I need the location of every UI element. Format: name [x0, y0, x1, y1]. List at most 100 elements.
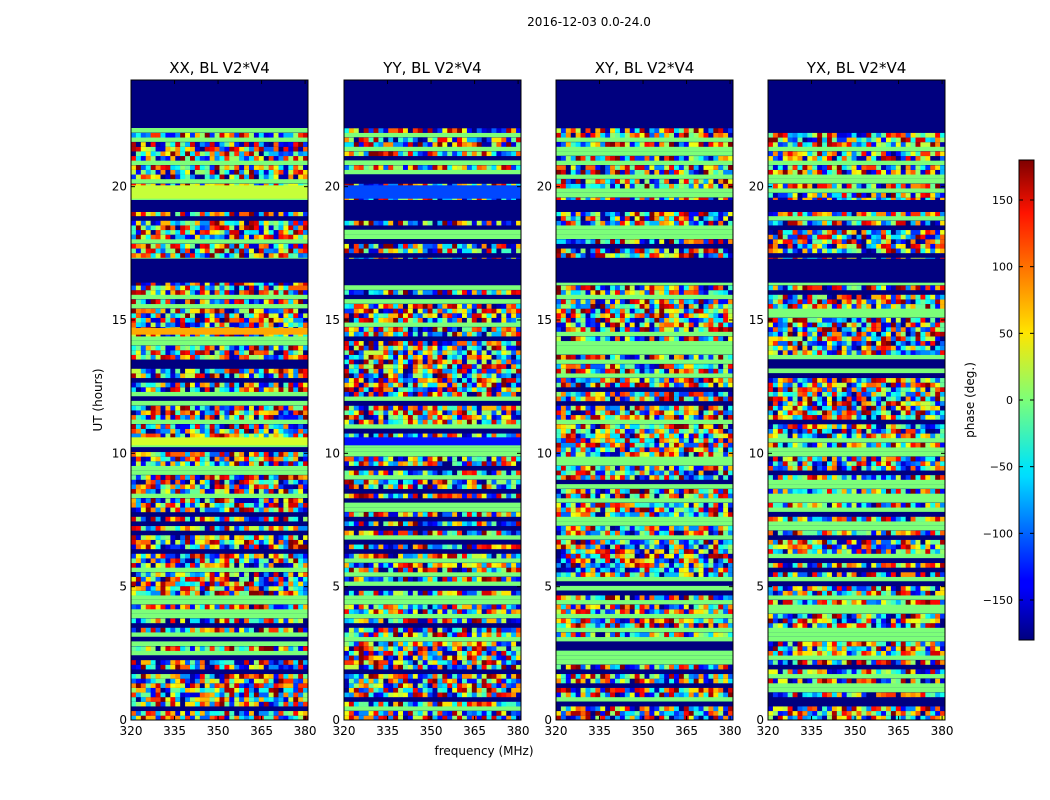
phase-cell — [160, 405, 166, 411]
phase-cell — [278, 220, 284, 226]
phase-cell — [253, 234, 260, 240]
phase-cell — [175, 604, 181, 610]
phase-cell — [199, 507, 206, 513]
phase-cell — [253, 678, 260, 684]
phase-cell — [273, 433, 279, 439]
phase-cell — [135, 225, 142, 231]
phase-cell — [298, 248, 304, 254]
phase-cell — [516, 479, 522, 485]
phase-cell — [214, 248, 220, 254]
phase-cell — [412, 354, 419, 360]
phase-cell — [249, 156, 255, 161]
phase-cell — [491, 378, 497, 383]
phase-cell — [462, 563, 468, 568]
phase-cell — [175, 498, 181, 503]
phase-cell — [496, 641, 502, 647]
phase-cell — [466, 493, 473, 499]
phase-cell — [170, 220, 176, 226]
phase-cell — [204, 169, 210, 175]
phase-cell — [353, 350, 360, 355]
phase-cell — [249, 618, 255, 624]
phase-cell — [288, 146, 294, 152]
phase-cell — [224, 248, 230, 254]
phase-cell — [442, 678, 448, 684]
phase-cell — [140, 382, 147, 388]
phase-cell — [427, 683, 433, 688]
phase-cell — [491, 345, 497, 351]
phase-cell — [229, 146, 235, 152]
phase-cell — [145, 317, 151, 323]
phase-cell — [175, 373, 181, 379]
phase-cell — [358, 378, 364, 383]
phase-cell — [348, 576, 355, 582]
phase-cell — [145, 156, 151, 161]
phase-cell — [150, 692, 156, 698]
phase-cell — [175, 553, 181, 559]
phase-cell — [273, 350, 279, 355]
phase-cell — [348, 530, 355, 536]
phase-cell — [298, 146, 304, 152]
phase-cell — [476, 641, 482, 647]
phase-cell — [234, 322, 240, 328]
phase-cell — [412, 715, 419, 721]
phase-cell — [150, 142, 156, 147]
phase-cell — [194, 576, 201, 582]
phase-cell — [471, 687, 478, 693]
phase-cell — [403, 382, 409, 388]
phase-cell — [194, 165, 201, 170]
phase-cell — [462, 354, 468, 360]
phase-cell — [175, 544, 181, 550]
phase-cell — [344, 345, 350, 351]
phase-cell — [244, 424, 250, 429]
phase-row — [131, 650, 308, 656]
phase-cell — [224, 169, 230, 175]
phase-cell — [353, 701, 360, 707]
phase-cell — [244, 507, 250, 513]
phase-cell — [214, 230, 220, 235]
phase-cell — [140, 415, 147, 420]
phase-cell — [145, 581, 151, 587]
phase-cell — [288, 142, 294, 147]
phase-cell — [363, 650, 369, 656]
phase-cell — [422, 632, 428, 638]
phase-cell — [263, 590, 269, 596]
phase-cell — [348, 627, 355, 633]
phase-cell — [437, 618, 443, 624]
phase-cell — [190, 687, 196, 693]
phase-cell — [407, 415, 414, 420]
phase-cell — [373, 378, 379, 383]
phase-cell — [496, 604, 502, 610]
phase-cell — [506, 341, 512, 346]
phase-cell — [249, 132, 255, 138]
phase-cell — [466, 345, 473, 351]
phase-cell — [253, 715, 260, 721]
phase-cell — [417, 419, 423, 425]
phase-cell — [229, 711, 235, 716]
phase-cell — [417, 609, 423, 614]
phase-cell — [353, 674, 360, 679]
phase-cell — [190, 433, 196, 439]
phase-cell — [145, 433, 151, 439]
phase-cell — [283, 516, 289, 522]
phase-cell — [368, 567, 374, 573]
phase-cell — [358, 350, 364, 355]
phase-cell — [293, 253, 299, 258]
phase-cell — [204, 285, 210, 291]
phase-cell — [283, 169, 289, 175]
phase-cell — [180, 576, 186, 582]
phase-cell — [165, 479, 171, 485]
phase-cell — [170, 627, 176, 633]
phase-cell — [501, 456, 507, 462]
phase-cell — [283, 253, 289, 258]
phase-cell — [288, 322, 294, 328]
phase-cell — [131, 156, 137, 161]
phase-cell — [506, 715, 512, 721]
phase-cell — [209, 507, 215, 513]
phase-cell — [466, 405, 473, 411]
phase-cell — [373, 461, 379, 466]
phase-cell — [496, 387, 502, 392]
phase-cell — [209, 410, 215, 416]
phase-cell — [427, 655, 433, 661]
phase-cell — [204, 410, 210, 416]
phase-cell — [457, 646, 463, 651]
